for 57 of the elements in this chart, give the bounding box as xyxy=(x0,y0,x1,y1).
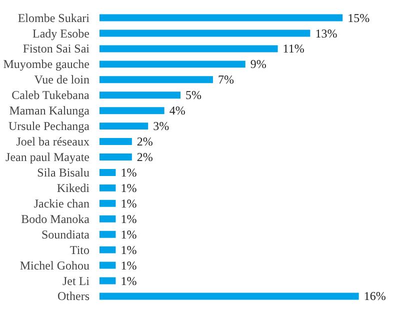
y-tick-label: Tito xyxy=(70,242,90,257)
y-tick-label: Sila Bisalu xyxy=(37,165,90,180)
y-tick-label: Fiston Sai Sai xyxy=(22,42,90,56)
data-label: 11% xyxy=(282,42,304,56)
data-label: 1% xyxy=(120,242,137,257)
y-tick-label: Soundiata xyxy=(42,227,90,242)
y-tick-label: Jackie chan xyxy=(34,196,90,210)
y-tick-label: Elombe Sukari xyxy=(18,10,90,25)
y-tick-label: Jet Li xyxy=(62,274,90,288)
y-tick-label: Maman Kalunga xyxy=(9,104,90,118)
bar xyxy=(100,262,116,269)
data-label: 1% xyxy=(120,258,137,272)
y-tick-label: Caleb Tukebana xyxy=(12,88,90,102)
data-label: 16% xyxy=(364,289,386,304)
y-tick-label: Bodo Manoka xyxy=(21,212,90,226)
bar xyxy=(100,92,181,99)
data-label: 1% xyxy=(120,165,137,180)
data-label: 1% xyxy=(120,196,137,210)
y-tick-label: Others xyxy=(58,289,90,304)
bar xyxy=(100,184,116,192)
bar xyxy=(100,14,343,22)
data-label: 3% xyxy=(153,119,170,134)
bar xyxy=(100,107,164,114)
bar xyxy=(100,30,310,37)
bar xyxy=(100,200,116,207)
bar xyxy=(100,230,116,238)
bar xyxy=(100,138,132,146)
bar xyxy=(100,122,148,130)
data-label: 1% xyxy=(120,227,137,242)
y-tick-label: Ursule Pechanga xyxy=(8,119,90,134)
bar xyxy=(100,76,213,84)
data-label: 13% xyxy=(315,26,338,40)
data-label: 5% xyxy=(186,88,202,102)
data-label: 1% xyxy=(120,274,137,288)
data-label: 15% xyxy=(348,10,370,25)
bar xyxy=(100,154,132,160)
y-tick-label: Joel ba réseaux xyxy=(16,134,90,149)
bar xyxy=(100,45,278,52)
y-tick-label: Michel Gohou xyxy=(20,258,90,272)
data-label: 9% xyxy=(250,57,266,72)
data-label: 1% xyxy=(120,212,137,226)
bar xyxy=(100,246,116,254)
data-label: 7% xyxy=(218,72,234,87)
data-label: 1% xyxy=(120,180,137,195)
y-tick-label: Muyombe gauche xyxy=(3,57,90,72)
data-label: 2% xyxy=(136,150,153,164)
y-tick-label: Lady Esobe xyxy=(32,26,90,40)
y-tick-label: Kikedi xyxy=(56,180,90,195)
bar xyxy=(100,215,116,222)
data-label: 2% xyxy=(136,134,153,149)
bar xyxy=(100,277,116,284)
bar xyxy=(100,60,246,68)
bar xyxy=(100,168,116,176)
bar xyxy=(100,292,359,300)
data-label: 4% xyxy=(169,104,186,118)
y-tick-label: Vue de loin xyxy=(34,72,90,87)
y-tick-label: Jean paul Mayate xyxy=(6,150,90,164)
